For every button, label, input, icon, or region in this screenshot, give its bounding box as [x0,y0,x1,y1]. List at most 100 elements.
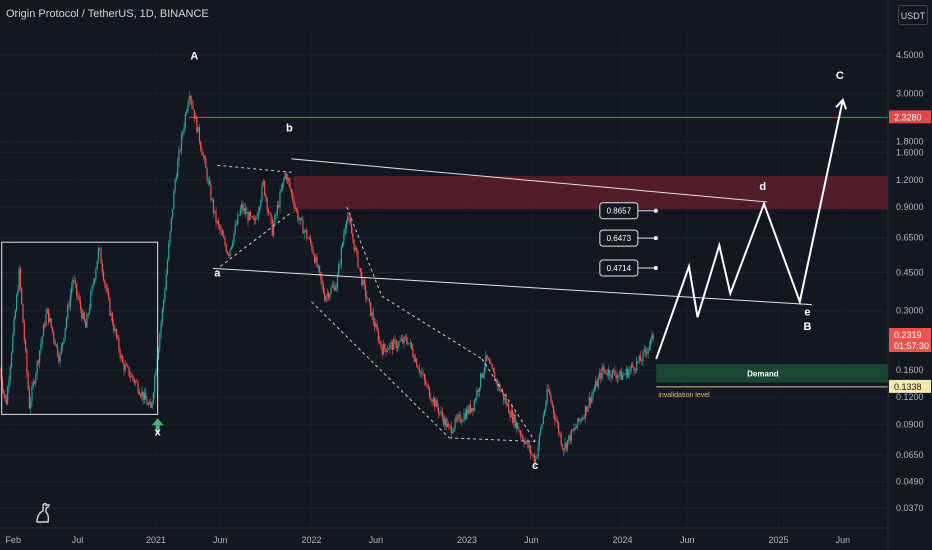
candle-body [302,219,304,234]
candle-body [161,308,163,323]
range-box [1,241,159,415]
candle-body [221,231,224,236]
candle-body [610,376,612,378]
candle-body [252,216,254,220]
candle-body [411,342,413,349]
currency-button[interactable]: USDT [898,5,928,25]
candle-body [515,422,518,428]
candle-body [138,392,140,395]
candle-body [396,346,399,349]
candle-body [69,294,71,307]
candle-body [347,216,349,222]
candle-body [491,364,493,369]
candle-body [265,194,267,199]
candle-body [196,116,198,133]
candle-body [283,178,285,183]
dashed-line [381,295,483,360]
x-tick-label: Jul [72,535,84,545]
candle-body [53,331,55,340]
candle-body [97,248,100,261]
candle-body [487,358,489,361]
candle-body [446,423,449,428]
candle-body [333,285,335,287]
tradingview-dino-icon [36,502,51,523]
candle-body [350,224,353,234]
candle-body [326,293,328,297]
candle-body [518,429,520,431]
candle-body [321,279,323,285]
candle-body [58,355,60,362]
candle-body [427,385,429,388]
candle-body [131,375,133,377]
candle-body [33,381,36,384]
candle-body [561,444,564,449]
candle-body [472,407,474,411]
candle-body [64,327,66,338]
candle-body [417,366,419,369]
candle-body [639,355,642,361]
candle-body [164,290,166,301]
candle-body [605,370,607,374]
candle-body [44,324,46,327]
candle-body [154,376,156,393]
wave-label: c [532,460,538,472]
candle-body [13,318,15,335]
candle-body [82,312,84,319]
candle-body [125,365,128,366]
candle-body [36,361,38,375]
candle-body [377,330,379,342]
candle-body [258,206,261,212]
candle-body [229,249,231,256]
candle-body [73,279,75,281]
candle-body [390,342,392,345]
lower-trendline [213,267,812,306]
candle-body [619,370,621,376]
candle-body [426,384,428,386]
candle-body [573,427,575,431]
target-dot [653,266,658,271]
candle-body [280,189,282,193]
candle-body [566,439,569,449]
candle-body [531,453,533,455]
candle-body [100,248,102,264]
candle-body [449,425,451,427]
candle-body [297,210,299,221]
candle-body [372,312,374,322]
candle-body [384,343,386,349]
candle-body [110,313,112,316]
candle-body [41,336,43,344]
candle-body [45,313,47,327]
candle-body [363,279,365,285]
candle-body [134,381,137,383]
candle-body [547,388,549,391]
candle-body [421,371,423,374]
candle-body [40,343,42,351]
candle-body [331,286,333,288]
candle-body [70,287,73,295]
candle-body [555,420,557,422]
demand-zone [656,364,888,383]
candle-body [366,296,368,299]
candle-body [312,249,314,255]
candle-body [279,192,281,208]
candle-body [136,381,138,383]
candle-body [301,217,303,220]
candle-body [535,458,537,464]
candle-body [338,264,340,275]
candle-body [552,405,555,414]
time-axis[interactable]: Feb Jul 2021 Jun 2022 Jun 2023 Jun 2024 Jun 2025 Ju… [0,527,888,545]
candle-body [90,292,92,308]
candle-body [450,426,452,434]
candle-body [616,376,619,379]
candle-body [223,235,225,238]
candle-body [399,340,401,342]
candle-body [404,336,406,338]
invalidation-price-badge [889,379,931,393]
candle-body [543,410,546,416]
candle-body [23,322,25,340]
candle-body [570,429,573,442]
candle-body [505,398,507,405]
candle-body [436,400,438,408]
